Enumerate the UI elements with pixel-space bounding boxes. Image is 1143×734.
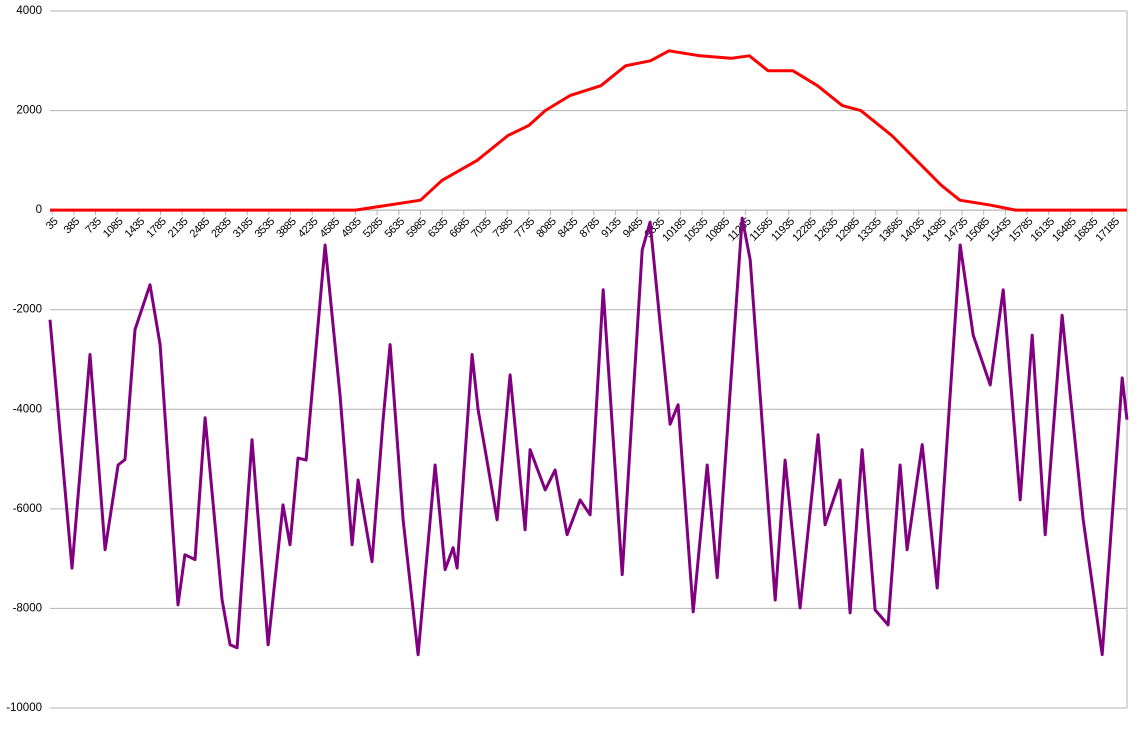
x-tick-label: 8785: [578, 216, 603, 241]
x-tick-label: 14035: [899, 216, 928, 245]
x-tick-label: 1435: [123, 216, 148, 241]
x-tick-label: 13335: [855, 216, 884, 245]
y-tick-label: 4000: [16, 5, 42, 17]
y-tick-label: -10000: [6, 702, 42, 714]
x-tick-label: 5285: [361, 216, 386, 241]
y-tick-label: 0: [36, 204, 42, 216]
x-tick-label: 8085: [534, 216, 559, 241]
y-tick-label: -6000: [13, 503, 42, 515]
x-tick-label: 7735: [513, 216, 538, 241]
y-tick-label: -8000: [13, 602, 42, 614]
x-tick-label: 10185: [660, 216, 689, 245]
x-tick-label: 12635: [812, 216, 841, 245]
x-tick-label: 15435: [985, 216, 1014, 245]
x-tick-label: 10535: [682, 216, 711, 245]
x-tick-label: 2135: [166, 216, 191, 241]
series-line: [50, 49, 1127, 212]
x-tick-label: 16135: [1029, 216, 1058, 245]
x-tick-label: 8435: [556, 216, 581, 241]
x-tick-label: 735: [83, 216, 104, 237]
x-tick-label: 35: [44, 216, 61, 233]
x-tick-label: 12985: [834, 216, 863, 245]
x-tick-label: 17185: [1094, 216, 1123, 245]
x-tick-label: 4235: [296, 216, 321, 241]
x-tick-label: 7035: [469, 216, 494, 241]
x-tick-label: 3185: [231, 216, 256, 241]
x-tick-label: 3535: [253, 216, 278, 241]
x-tick-label: 4935: [339, 216, 364, 241]
x-tick-label: 14735: [942, 216, 971, 245]
y-tick-label: -2000: [13, 304, 42, 316]
x-tick-label: 1785: [144, 216, 169, 241]
x-tick-label: 5635: [383, 216, 408, 241]
x-tick-label: 385: [62, 216, 83, 237]
x-tick-label: 16835: [1072, 216, 1101, 245]
x-tick-label: 3885: [274, 216, 299, 241]
y-tick-label: -4000: [13, 403, 42, 415]
x-tick-label: 2485: [188, 216, 213, 241]
x-tick-label: 11585: [747, 216, 775, 244]
x-tick-label: 9135: [599, 216, 624, 241]
x-tick-label: 5985: [404, 216, 429, 241]
x-tick-label: 9485: [621, 216, 646, 241]
x-tick-label: 7385: [491, 216, 516, 241]
x-tick-label: 13685: [877, 216, 906, 245]
y-tick-label: 2000: [16, 105, 42, 117]
x-tick-label: 12285: [790, 216, 819, 245]
x-tick-label: 15085: [964, 216, 993, 245]
x-tick-label: 10885: [704, 216, 733, 245]
x-tick-label: 15785: [1007, 216, 1036, 245]
x-tick-label: 2835: [209, 216, 234, 241]
x-tick-label: 6685: [448, 216, 473, 241]
x-tick-label: 1085: [101, 216, 126, 241]
series-line: [48, 216, 1129, 657]
x-tick-label: 16485: [1050, 216, 1079, 245]
x-tick-label: 6335: [426, 216, 451, 241]
x-tick-label: 14385: [920, 216, 949, 245]
x-tick-label: 4585: [318, 216, 343, 241]
